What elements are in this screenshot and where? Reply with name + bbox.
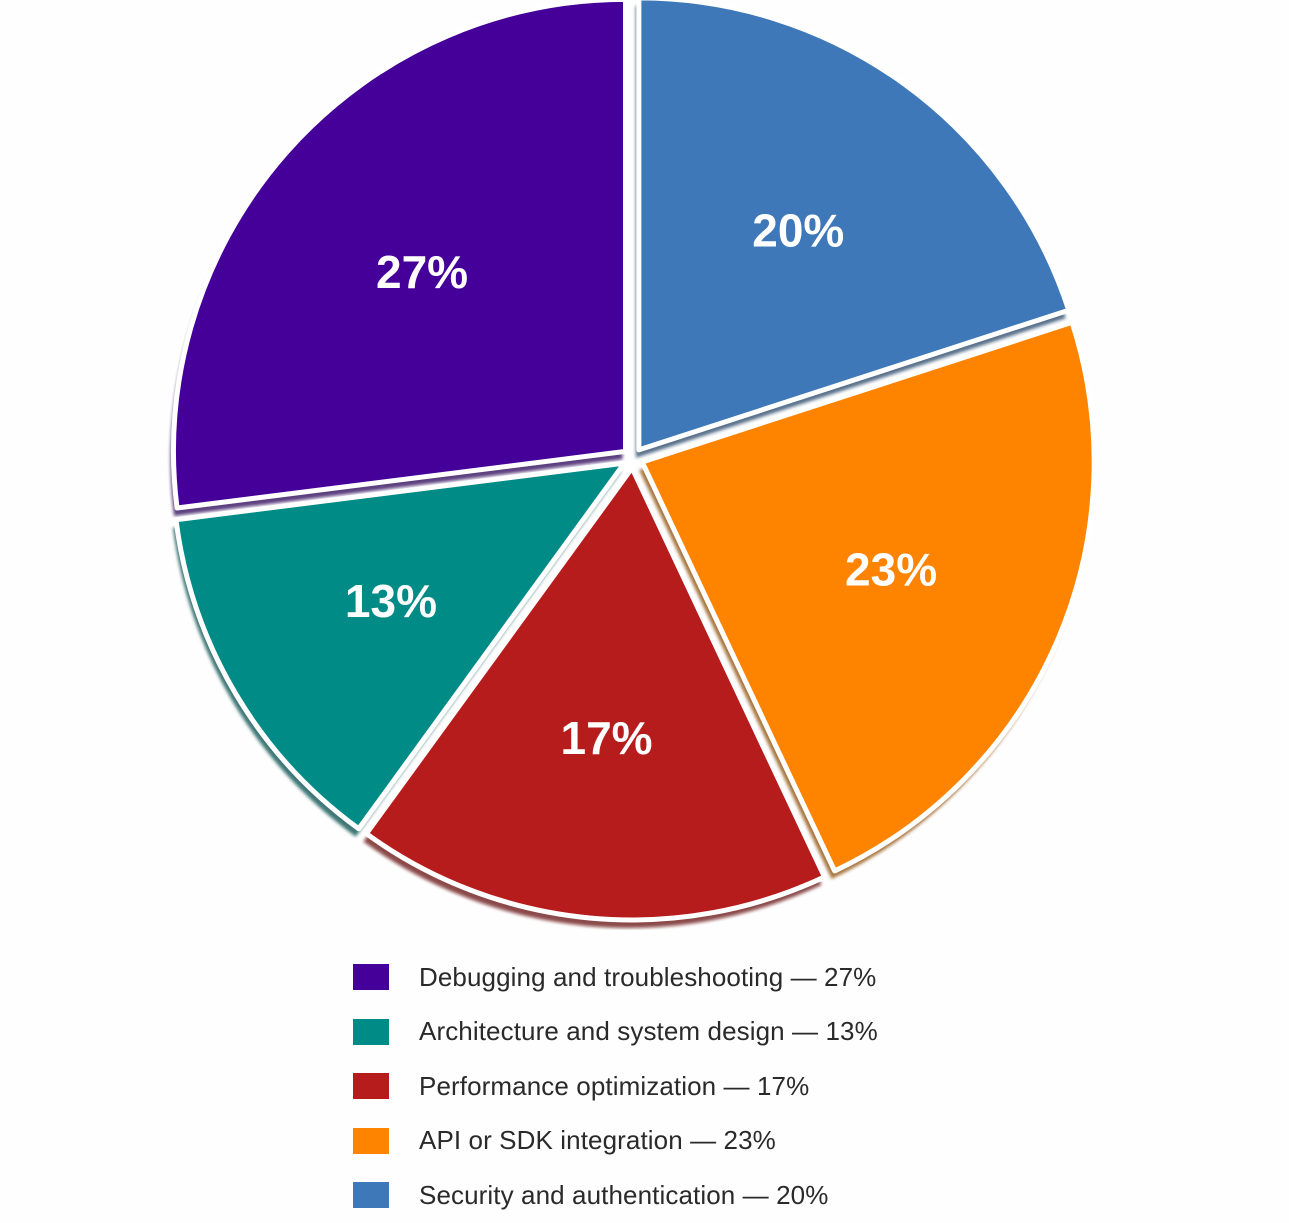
pie-slice-security-and-authentication	[636, 0, 1072, 453]
legend-label: API or SDK integration — 23%	[419, 1125, 776, 1156]
pie-slice-api-or-sdk-integration	[639, 319, 1097, 874]
legend-label: Performance optimization — 17%	[419, 1070, 810, 1101]
slice-label-performance-optimization: 17%	[560, 712, 652, 764]
legend-swatch	[353, 1073, 389, 1100]
pie-slice-performance-optimization	[363, 465, 828, 923]
slice-label-api-or-sdk-integration: 23%	[845, 544, 937, 596]
legend-item-api-or-sdk-integration: API or SDK integration — 23%	[353, 1114, 1073, 1169]
legend-swatch	[353, 1127, 389, 1154]
slice-label-architecture-and-system-design: 13%	[345, 575, 437, 627]
legend-swatch	[353, 1182, 389, 1209]
pie-slice-debugging-and-troubleshooting	[171, 0, 628, 511]
slice-label-security-and-authentication: 20%	[752, 205, 844, 257]
pie-chart: 27% 13% 17% 23% 20%	[170, 0, 1097, 928]
legend-label: Architecture and system design — 13%	[419, 1016, 878, 1047]
legend-item-debugging-and-troubleshooting: Debugging and troubleshooting — 27%	[353, 950, 1073, 1005]
legend: Debugging and troubleshooting — 27% Archi…	[353, 950, 1073, 1223]
legend-item-security-and-authentication: Security and authentication — 20%	[353, 1168, 1073, 1223]
legend-item-architecture-and-system-design: Architecture and system design — 13%	[353, 1005, 1073, 1060]
legend-item-performance-optimization: Performance optimization — 17%	[353, 1059, 1073, 1114]
legend-label: Security and authentication — 20%	[419, 1179, 829, 1210]
legend-label: Debugging and troubleshooting — 27%	[419, 961, 877, 992]
pie-slice-architecture-and-system-design	[173, 460, 627, 832]
legend-swatch	[353, 1018, 389, 1045]
legend-swatch	[353, 964, 389, 991]
slice-label-debugging-and-troubleshooting: 27%	[376, 246, 468, 298]
